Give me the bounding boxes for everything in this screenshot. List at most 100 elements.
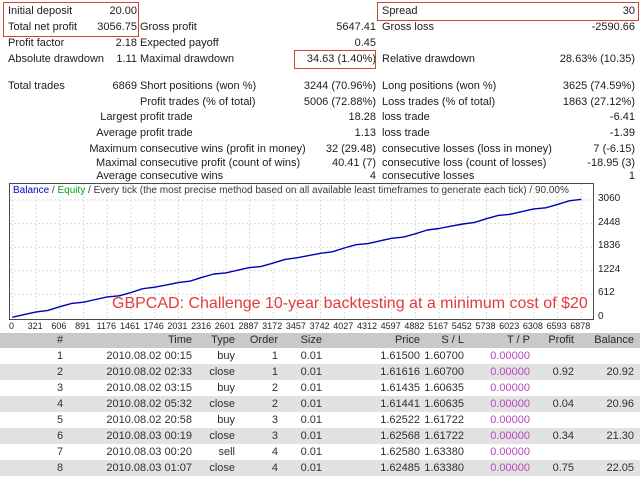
trade-cell-n: 7 (56, 446, 64, 458)
trade-cell-price: 1.61435 (380, 382, 420, 394)
stat-value: Average (96, 127, 137, 139)
x-tick-label: 6023 (499, 321, 520, 331)
trade-row[interactable]: 1 2010.08.02 00:15 buy 1 0.01 1.61500 1.60700 0… (0, 348, 640, 364)
trade-cell-tp: 0.00000 (490, 414, 530, 426)
trade-cell-profit: 0.34 (552, 430, 574, 442)
stat-label: Profit factor (8, 37, 65, 49)
trade-cell-sl: 1.63380 (424, 446, 464, 458)
legend-separator: / (85, 185, 94, 196)
column-header-type: Type (211, 334, 235, 346)
trade-cell-order: 3 (271, 430, 278, 442)
trade-cell-size: 0.01 (300, 382, 322, 394)
stats-row: Initial deposit 20.00 Spread 30 (0, 4, 640, 18)
trade-cell-tp: 0.00000 (490, 462, 530, 474)
trade-cell-profit: 0.92 (552, 366, 574, 378)
trade-row[interactable]: 3 2010.08.02 03:15 buy 2 0.01 1.61435 1.60635 0… (0, 380, 640, 396)
x-tick-label: 3457 (285, 321, 306, 331)
stat-value: 30 (622, 5, 635, 17)
trade-cell-price: 1.61616 (380, 366, 420, 378)
x-tick-label: 4597 (380, 321, 401, 331)
trade-cell-n: 1 (56, 350, 64, 362)
trade-cell-time: 2010.08.03 00:20 (106, 446, 192, 458)
stat-value: 7 (-6.15) (593, 143, 635, 155)
trade-cell-time: 2010.08.03 00:19 (106, 430, 192, 442)
column-header-n: # (56, 334, 64, 346)
trade-cell-balance: 22.05 (606, 462, 634, 474)
trade-cell-order: 3 (271, 414, 278, 426)
stat-label: Expected payoff (140, 37, 219, 49)
x-tick-label: 6308 (522, 321, 543, 331)
stat-value: 34.63 (1.40%) (306, 53, 376, 65)
x-tick-label: 1176 (96, 321, 116, 331)
stat-label: Spread (382, 5, 418, 17)
trade-row[interactable]: 5 2010.08.02 20:58 buy 3 0.01 1.62522 1.61722 0… (0, 412, 640, 428)
legend-quality-label: 90.00% (534, 185, 569, 196)
trade-cell-order: 2 (271, 382, 278, 394)
stat-value: 3625 (74.59%) (562, 80, 635, 92)
x-tick-label: 6593 (546, 321, 567, 331)
chart-legend: Balance / Equity / Every tick (the most … (13, 185, 569, 196)
trade-row[interactable]: 6 2010.08.03 00:19 close 3 0.01 1.62568 1.6172… (0, 428, 640, 444)
x-tick-label: 606 (51, 321, 67, 331)
trade-cell-sl: 1.60635 (424, 382, 464, 394)
stat-value: Maximal (96, 157, 137, 169)
stat-value: -1.39 (609, 127, 635, 139)
trade-cell-type: close (209, 398, 235, 410)
stat-value: 4 (369, 170, 376, 182)
trade-cell-order: 4 (271, 446, 278, 458)
trade-row[interactable]: 8 2010.08.03 01:07 close 4 0.01 1.62485 1.6338… (0, 460, 640, 476)
stats-row: Maximal consecutive profit (count of wins… (0, 156, 640, 170)
stat-value: 5006 (72.88%) (303, 96, 376, 108)
stat-label: consecutive profit (count of wins) (140, 157, 301, 169)
stat-value: 5647.41 (336, 21, 376, 33)
trade-cell-n: 5 (56, 414, 64, 426)
x-tick-label: 2031 (167, 321, 188, 331)
stats-row: Profit factor 2.18 Expected payoff 0.45 (0, 36, 640, 50)
trade-cell-type: buy (217, 382, 235, 394)
legend-separator: / (49, 185, 58, 196)
trade-cell-sl: 1.60700 (424, 350, 464, 362)
balance-chart: Balance / Equity / Every tick (the most … (9, 183, 594, 320)
stat-value: 1.11 (116, 53, 137, 65)
x-tick-label: 891 (75, 321, 91, 331)
stats-row: Absolute drawdown 1.11 Maximal drawdown 34.… (0, 52, 640, 66)
stat-label: Short positions (won %) (140, 80, 257, 92)
stat-value: 32 (29.48) (325, 143, 376, 155)
trade-cell-size: 0.01 (300, 398, 322, 410)
trade-row[interactable]: 4 2010.08.02 05:32 close 2 0.01 1.61441 1.6063… (0, 396, 640, 412)
trade-cell-n: 4 (56, 398, 64, 410)
trade-cell-tp: 0.00000 (490, 350, 530, 362)
stat-value: 1 (628, 170, 635, 182)
stat-value: 1.13 (354, 127, 376, 139)
stats-row: Total trades 6869 Short positions (won %) 3… (0, 79, 640, 93)
stat-value: Maximum (89, 143, 137, 155)
trade-cell-price: 1.61441 (380, 398, 420, 410)
stat-value: Average (96, 170, 137, 182)
trades-table-header: # Time Type Order Size Price S / L T / P Profit B… (0, 333, 640, 348)
stat-value: 18.28 (348, 111, 376, 123)
trade-cell-sl: 1.60635 (424, 398, 464, 410)
trade-cell-size: 0.01 (300, 366, 322, 378)
trade-cell-price: 1.62522 (380, 414, 420, 426)
trade-cell-sl: 1.63380 (424, 462, 464, 474)
x-tick-label: 4027 (333, 321, 354, 331)
trade-row[interactable]: 7 2010.08.03 00:20 sell 4 0.01 1.62580 1.63380… (0, 444, 640, 460)
stat-label: Profit trades (% of total) (140, 96, 256, 108)
column-header-tp: T / P (506, 334, 530, 346)
trade-row[interactable]: 2 2010.08.02 02:33 close 1 0.01 1.61616 1.6070… (0, 364, 640, 380)
trade-cell-price: 1.61500 (380, 350, 420, 362)
trade-cell-n: 2 (56, 366, 64, 378)
trade-cell-price: 1.62580 (380, 446, 420, 458)
stats-row: Largest profit trade 18.28 loss trade -6.41 (0, 110, 640, 124)
stats-row: Total net profit 3056.75 Gross profit 5647.… (0, 20, 640, 34)
trade-cell-size: 0.01 (300, 430, 322, 442)
stat-value: -2590.66 (591, 21, 635, 33)
stat-label: Total trades (8, 80, 65, 92)
trade-cell-type: buy (217, 350, 235, 362)
stat-label: consecutive losses (loss in money) (382, 143, 552, 155)
trade-cell-time: 2010.08.02 20:58 (106, 414, 192, 426)
x-tick-label: 3742 (309, 321, 330, 331)
trade-cell-tp: 0.00000 (490, 398, 530, 410)
trade-cell-order: 1 (271, 366, 278, 378)
